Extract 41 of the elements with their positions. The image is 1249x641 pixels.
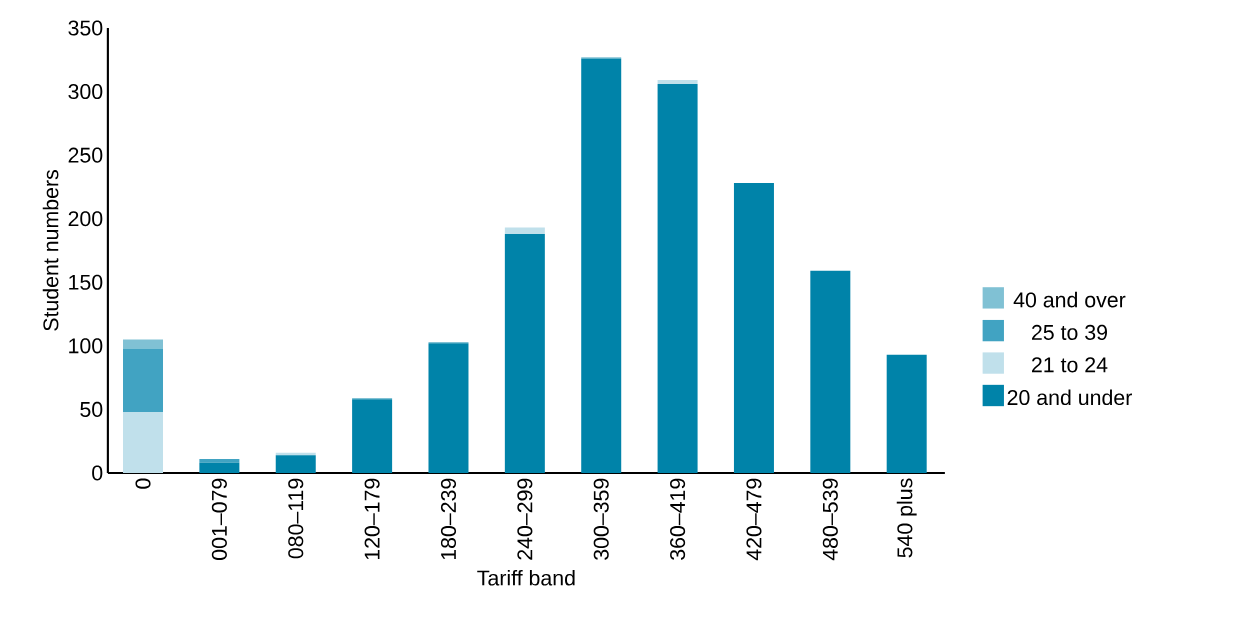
bar <box>275 455 316 473</box>
x-axis-title: Tariff band <box>477 569 575 586</box>
bar <box>810 270 851 473</box>
y-tick-label: 350 <box>68 20 103 36</box>
y-tick-label: 250 <box>68 147 103 163</box>
bar <box>123 348 164 412</box>
y-tick-label: 300 <box>68 84 103 100</box>
y-tick-label: 200 <box>68 211 103 227</box>
legend-label: 25 to 39 <box>1032 324 1107 340</box>
x-tick-label: 420–479 <box>746 478 762 561</box>
bar <box>504 233 545 473</box>
x-tick-label: 001–079 <box>211 478 227 560</box>
bar <box>581 58 622 473</box>
x-tick-label: 300–359 <box>593 478 609 560</box>
x-tick-label: 120–179 <box>364 478 380 560</box>
bar <box>733 183 774 473</box>
legend-label: 21 to 24 <box>1032 357 1108 373</box>
x-tick-label: 360–419 <box>670 478 686 560</box>
y-tick-label: 50 <box>80 401 103 417</box>
bar <box>199 459 240 463</box>
bar <box>657 80 698 84</box>
y-tick-label: 150 <box>69 274 103 290</box>
bar <box>123 339 164 349</box>
legend-label: 40 and over <box>1013 291 1126 308</box>
x-tick-label: 180–239 <box>440 478 457 560</box>
y-axis-title: Student numbers <box>42 170 59 331</box>
x-tick-label: 480–539 <box>822 478 838 561</box>
bar <box>123 411 164 473</box>
x-tick-label: 0 <box>135 478 151 489</box>
x-tick-label: 540 plus <box>896 478 917 558</box>
y-tick-label: 0 <box>92 465 103 481</box>
bar <box>657 83 698 473</box>
x-tick-label: 240–299 <box>517 478 533 560</box>
bar <box>428 343 469 473</box>
bar <box>199 462 240 473</box>
bar <box>886 354 927 473</box>
legend-label: 20 and under <box>1007 389 1132 406</box>
x-tick-label: 080–119 <box>288 478 304 559</box>
bar <box>504 227 545 234</box>
bar <box>352 399 393 473</box>
y-tick-label: 100 <box>69 338 103 354</box>
